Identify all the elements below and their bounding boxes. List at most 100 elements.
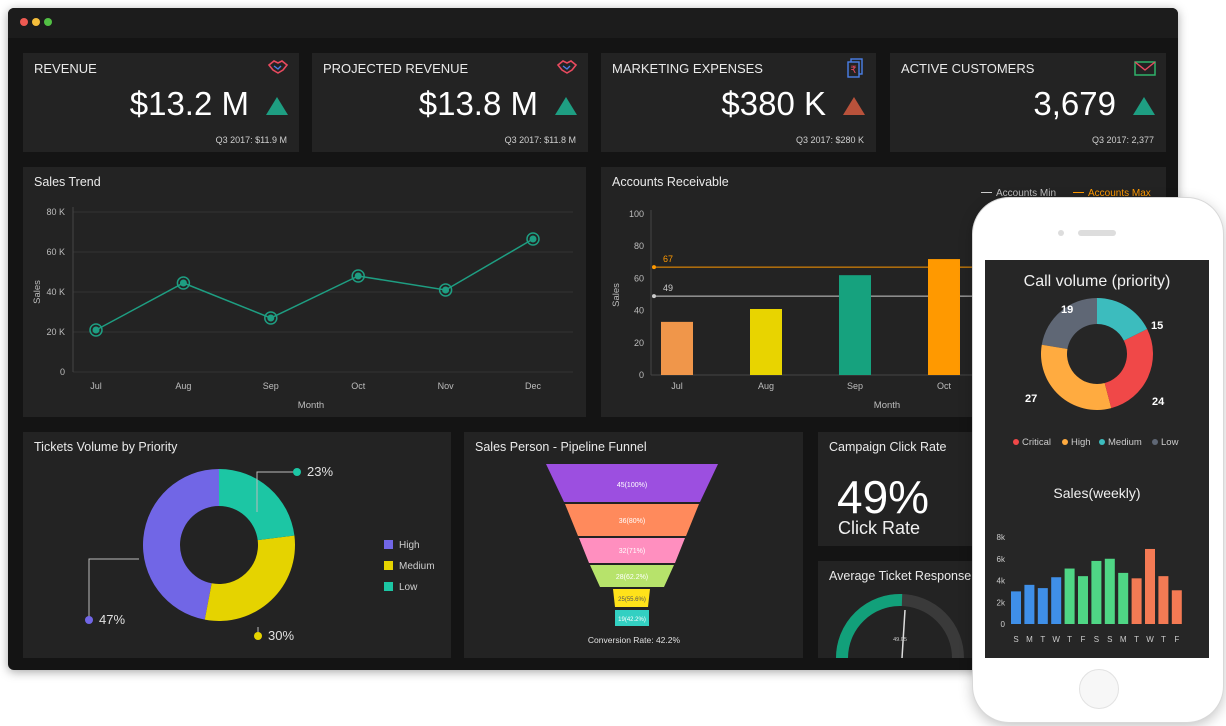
handshake-icon bbox=[267, 60, 289, 74]
rupee-invoice-icon: ₹ bbox=[847, 58, 863, 78]
legend-item-medium[interactable]: Medium bbox=[384, 561, 435, 572]
bar bbox=[1145, 548, 1155, 624]
legend-item-high[interactable]: High bbox=[384, 540, 420, 551]
kpi-title: MARKETING EXPENSES bbox=[612, 61, 763, 76]
legend-item-low[interactable]: Low bbox=[384, 582, 417, 593]
sales-trend-line bbox=[95, 238, 534, 331]
funnel-label-5: 25(55.6%) bbox=[618, 597, 646, 603]
kpi-title: REVENUE bbox=[34, 61, 97, 76]
call-volume-title: Call volume (priority) bbox=[1023, 273, 1171, 290]
y-axis-title: Sales bbox=[32, 280, 43, 304]
panel-title: Average Ticket Response bbox=[829, 569, 972, 583]
bar bbox=[1171, 590, 1182, 624]
funnel-label-2: 36(80%) bbox=[619, 518, 645, 525]
kpi-card-revenue[interactable]: REVENUE $13.2 M Q3 2017: $11.9 M bbox=[23, 53, 299, 152]
kpi-value: $13.8 M bbox=[418, 85, 538, 122]
donut-slice-high bbox=[143, 469, 219, 620]
bar bbox=[1158, 576, 1169, 624]
kpi-value: 3,679 bbox=[1033, 85, 1116, 122]
legend-dot-medium bbox=[1099, 439, 1105, 445]
donut-slice-medium bbox=[204, 535, 295, 621]
y-tick-label: 40 K bbox=[46, 287, 65, 297]
call-slice-medium bbox=[1097, 298, 1148, 341]
legend-dot-low bbox=[1152, 439, 1158, 445]
legend-swatch bbox=[384, 540, 393, 549]
x-tick-label: Sep bbox=[263, 381, 279, 391]
x-tick-label: W bbox=[1146, 635, 1154, 644]
x-tick-label: T bbox=[1067, 635, 1072, 644]
legend-label-high: High bbox=[1071, 437, 1091, 448]
funnel-label-6: 19(42.2%) bbox=[618, 617, 646, 623]
x-tick-label: M bbox=[1120, 635, 1127, 644]
click-rate-label: Click Rate bbox=[838, 518, 921, 538]
x-tick-label: F bbox=[1081, 635, 1086, 644]
minimize-window-button[interactable] bbox=[32, 18, 40, 26]
legend-accounts-min[interactable]: Accounts Min bbox=[981, 188, 1056, 199]
legend-line-min bbox=[981, 192, 992, 193]
bar bbox=[1104, 558, 1115, 624]
x-tick-label: M bbox=[1026, 635, 1033, 644]
bar bbox=[750, 308, 782, 375]
bar bbox=[1064, 568, 1075, 624]
y-tick-label: 2k bbox=[997, 598, 1006, 607]
kpi-value: $13.2 M bbox=[129, 85, 249, 122]
bar bbox=[1118, 572, 1129, 624]
sales-trend-panel: Sales Trend 0 20 K 40 K 60 K 80 K Jul Aug Sep Oc… bbox=[23, 167, 586, 417]
x-tick-label: Jul bbox=[90, 381, 102, 391]
kpi-previous: Q3 2017: $11.9 M bbox=[215, 135, 287, 145]
call-label-low: 19 bbox=[1061, 304, 1073, 316]
x-tick-label: Aug bbox=[758, 381, 774, 391]
donut-label-high: 47% bbox=[99, 612, 125, 627]
svg-text:₹: ₹ bbox=[850, 65, 856, 76]
legend-line-max bbox=[1073, 192, 1084, 193]
bar bbox=[661, 321, 693, 375]
funnel-stage-1 bbox=[546, 464, 718, 502]
donut-label-medium: 30% bbox=[268, 628, 294, 643]
x-tick-label: T bbox=[1040, 635, 1045, 644]
y-tick-label: 20 bbox=[634, 338, 644, 348]
maximize-window-button[interactable] bbox=[44, 18, 52, 26]
callout-line-low bbox=[256, 471, 297, 512]
y-tick-label: 0 bbox=[1001, 620, 1006, 629]
legend-label-low: Low bbox=[1161, 437, 1179, 448]
phone-home-button[interactable] bbox=[1079, 669, 1119, 709]
pipeline-funnel-panel: Sales Person - Pipeline Funnel 45(100%) … bbox=[464, 432, 803, 658]
funnel-label-1: 45(100%) bbox=[617, 482, 647, 489]
funnel-label-4: 28(62.2%) bbox=[616, 574, 648, 581]
legend-dot-high bbox=[1062, 439, 1068, 445]
trend-up-icon bbox=[266, 97, 288, 115]
legend-label: Accounts Min bbox=[996, 188, 1057, 199]
legend-accounts-max[interactable]: Accounts Max bbox=[1073, 188, 1151, 199]
phone-screen: Call volume (priority) 15 19 24 27 Criti… bbox=[985, 260, 1209, 658]
bar bbox=[1091, 560, 1102, 624]
x-axis-title: Month bbox=[298, 400, 324, 411]
kpi-title: ACTIVE CUSTOMERS bbox=[901, 61, 1035, 76]
funnel-stage-5 bbox=[613, 589, 650, 607]
bar bbox=[928, 259, 960, 375]
x-axis-title: Month bbox=[874, 400, 900, 411]
x-tick-label: Nov bbox=[438, 381, 455, 391]
funnel-stage-2 bbox=[565, 504, 699, 536]
window-titlebar bbox=[8, 8, 1178, 38]
bar bbox=[1024, 584, 1035, 624]
x-tick-label: S bbox=[1107, 635, 1112, 644]
legend-label: High bbox=[399, 540, 420, 551]
data-point-ring bbox=[351, 269, 365, 283]
legend-label: Accounts Max bbox=[1088, 188, 1151, 199]
y-tick-label: 80 K bbox=[46, 207, 65, 217]
kpi-card-active-customers[interactable]: ACTIVE CUSTOMERS 3,679 Q3 2017: 2,377 bbox=[890, 53, 1166, 152]
bar bbox=[1051, 577, 1062, 624]
close-window-button[interactable] bbox=[20, 18, 28, 26]
data-point-ring bbox=[89, 323, 103, 337]
kpi-card-projected-revenue[interactable]: PROJECTED REVENUE $13.8 M Q3 2017: $11.8… bbox=[312, 53, 588, 152]
x-tick-label: Oct bbox=[937, 381, 952, 391]
kpi-card-marketing-expenses[interactable]: MARKETING EXPENSES ₹ $380 K Q3 2017: $28… bbox=[601, 53, 876, 152]
data-point-ring bbox=[176, 276, 191, 290]
call-legend: Critical High Medium Low bbox=[1013, 437, 1179, 448]
panel-title: Tickets Volume by Priority bbox=[34, 440, 178, 454]
kpi-previous: Q3 2017: $11.8 M bbox=[504, 135, 576, 145]
panel-title: Sales Person - Pipeline Funnel bbox=[475, 440, 647, 454]
x-tick-label: Aug bbox=[175, 381, 191, 391]
x-tick-label: Oct bbox=[351, 381, 366, 391]
